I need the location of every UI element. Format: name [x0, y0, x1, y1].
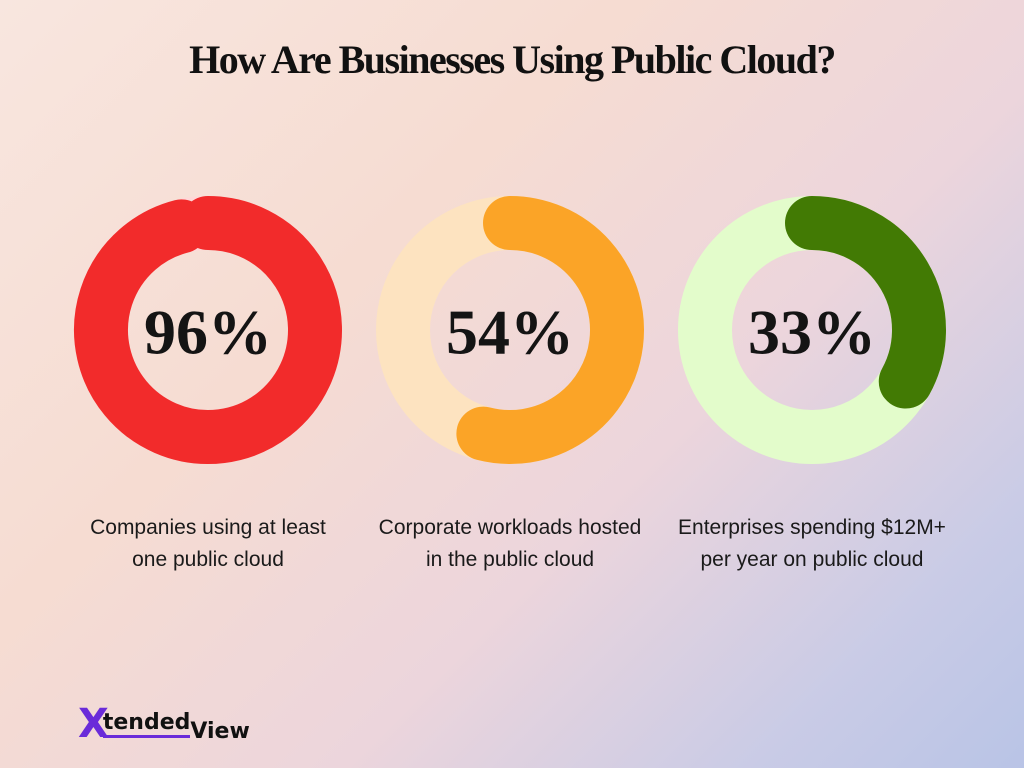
donut-arc [74, 196, 342, 464]
value-label: 96% [144, 297, 272, 368]
logo: X tended View [78, 700, 250, 744]
caption: Enterprises spending $12M+ per year on p… [678, 516, 946, 571]
logo-word: tended [102, 710, 191, 738]
value-label: 54% [446, 297, 574, 368]
logo-word: View [190, 719, 250, 744]
page-title: How Are Businesses Using Public Cloud? [189, 37, 836, 82]
donut-arc [785, 196, 946, 409]
caption: Companies using at least one public clou… [90, 516, 326, 571]
value-label: 33% [748, 297, 876, 368]
caption: Corporate workloads hosted in the public… [378, 516, 642, 571]
donut-arc [456, 196, 644, 464]
